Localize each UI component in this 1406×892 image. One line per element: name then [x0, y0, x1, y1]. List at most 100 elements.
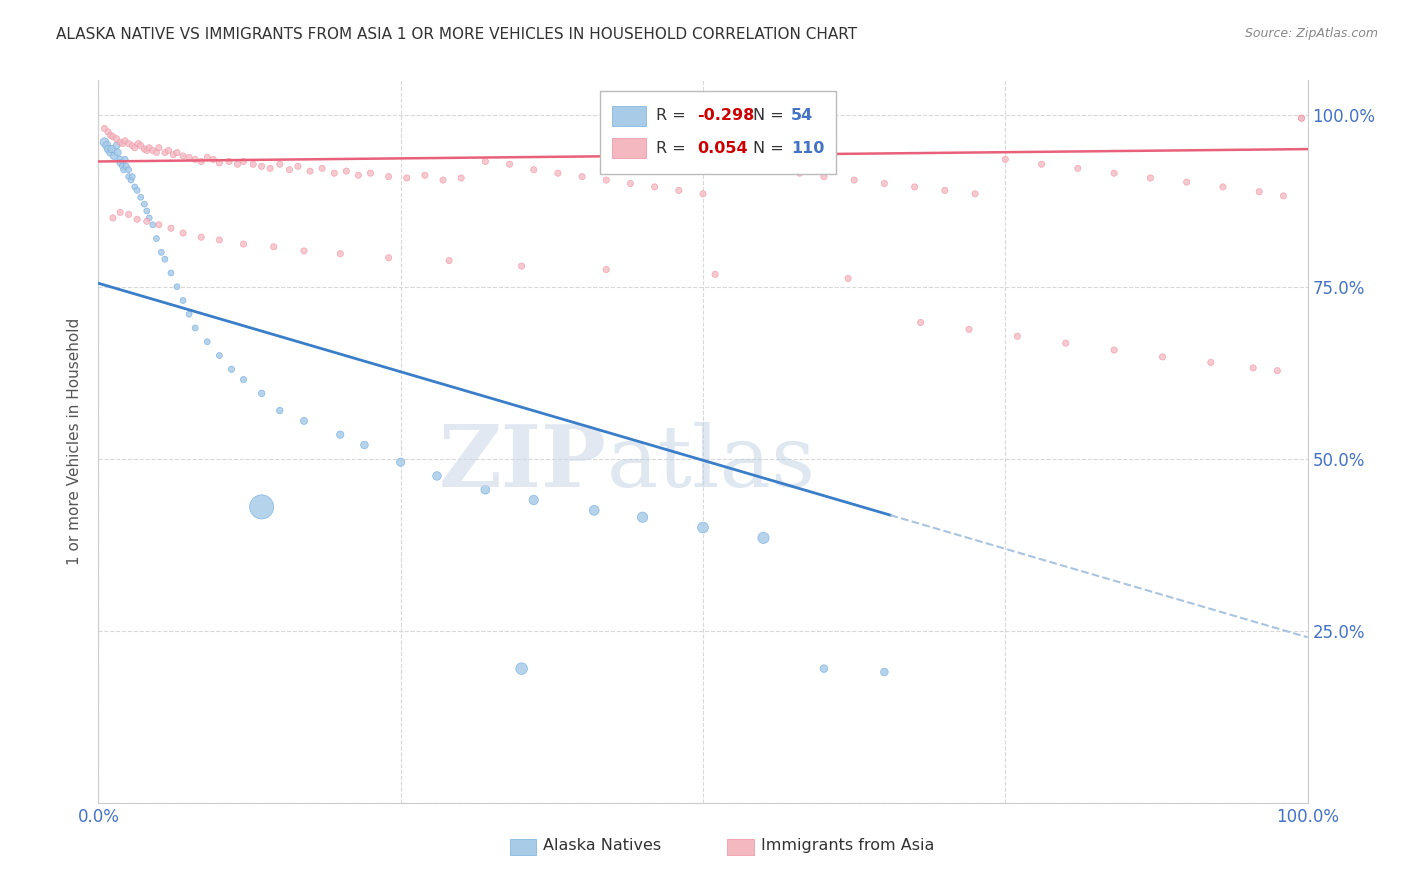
Point — [172, 149, 194, 163]
Point — [218, 154, 240, 169]
Point — [127, 183, 149, 197]
Point — [96, 138, 118, 153]
Point — [135, 214, 157, 228]
Point — [232, 154, 254, 169]
Point — [100, 145, 122, 160]
Point — [1267, 364, 1289, 378]
Point — [311, 161, 333, 176]
Point — [97, 142, 120, 156]
Point — [873, 665, 896, 679]
Point — [263, 240, 285, 254]
Point — [184, 153, 207, 167]
Point — [498, 157, 520, 171]
Point — [124, 180, 146, 194]
Point — [1272, 189, 1295, 203]
Point — [150, 245, 173, 260]
Point — [190, 154, 212, 169]
Point — [179, 150, 201, 164]
Point — [172, 226, 194, 240]
Y-axis label: 1 or more Vehicles in Household: 1 or more Vehicles in Household — [67, 318, 83, 566]
Point — [93, 121, 115, 136]
Point — [269, 403, 291, 417]
Point — [108, 205, 131, 219]
Point — [269, 157, 291, 171]
Point — [153, 145, 176, 160]
Point — [437, 253, 460, 268]
Point — [1007, 329, 1029, 343]
Point — [105, 138, 128, 153]
Point — [105, 132, 128, 146]
Point — [1199, 355, 1222, 369]
Point — [172, 293, 194, 308]
Point — [957, 322, 980, 336]
Point — [432, 173, 454, 187]
Point — [127, 212, 149, 227]
Point — [184, 321, 207, 335]
Text: ZIP: ZIP — [439, 421, 606, 505]
Point — [179, 307, 201, 321]
Point — [1102, 166, 1125, 180]
Point — [426, 469, 449, 483]
Point — [644, 180, 666, 194]
Point — [108, 153, 131, 167]
Point — [1212, 180, 1234, 194]
Point — [1175, 175, 1198, 189]
Point — [208, 156, 231, 170]
Point — [157, 144, 180, 158]
Bar — [727, 838, 754, 855]
Point — [114, 153, 136, 167]
Point — [1102, 343, 1125, 357]
Point — [232, 373, 254, 387]
Text: Alaska Natives: Alaska Natives — [543, 838, 661, 853]
Point — [93, 135, 115, 149]
Point — [789, 166, 811, 180]
Point — [108, 156, 131, 170]
Point — [278, 162, 301, 177]
Point — [195, 334, 218, 349]
Point — [162, 147, 184, 161]
Point — [1241, 360, 1264, 375]
Point — [135, 144, 157, 158]
Point — [118, 207, 141, 221]
Point — [873, 177, 896, 191]
Point — [1152, 350, 1174, 364]
Point — [208, 233, 231, 247]
Point — [108, 135, 131, 149]
Point — [226, 157, 249, 171]
Bar — [613, 105, 647, 126]
Text: N =: N = — [752, 141, 789, 156]
Point — [129, 138, 152, 153]
Point — [232, 237, 254, 252]
Point — [221, 362, 243, 376]
Point — [1291, 111, 1313, 125]
Point — [148, 218, 170, 232]
Point — [121, 138, 143, 153]
Point — [160, 266, 183, 280]
Point — [1249, 185, 1271, 199]
Point — [190, 230, 212, 244]
Point — [101, 129, 124, 144]
Point — [740, 159, 762, 173]
Text: 0.054: 0.054 — [697, 141, 748, 156]
Point — [329, 427, 352, 442]
Point — [195, 150, 218, 164]
Point — [111, 159, 134, 173]
Text: ALASKA NATIVE VS IMMIGRANTS FROM ASIA 1 OR MORE VEHICLES IN HOUSEHOLD CORRELATIO: ALASKA NATIVE VS IMMIGRANTS FROM ASIA 1 … — [56, 27, 858, 42]
Point — [153, 252, 176, 267]
Point — [716, 156, 738, 170]
Point — [287, 159, 309, 173]
Point — [510, 662, 533, 676]
FancyBboxPatch shape — [600, 91, 837, 174]
Point — [692, 186, 714, 201]
Point — [127, 136, 149, 151]
Point — [166, 279, 188, 293]
Point — [134, 142, 156, 156]
Point — [114, 134, 136, 148]
Point — [1054, 336, 1077, 351]
Point — [523, 493, 546, 508]
Point — [97, 125, 120, 139]
Point — [100, 128, 122, 143]
Point — [250, 386, 273, 401]
Point — [292, 414, 315, 428]
Point — [474, 483, 496, 497]
